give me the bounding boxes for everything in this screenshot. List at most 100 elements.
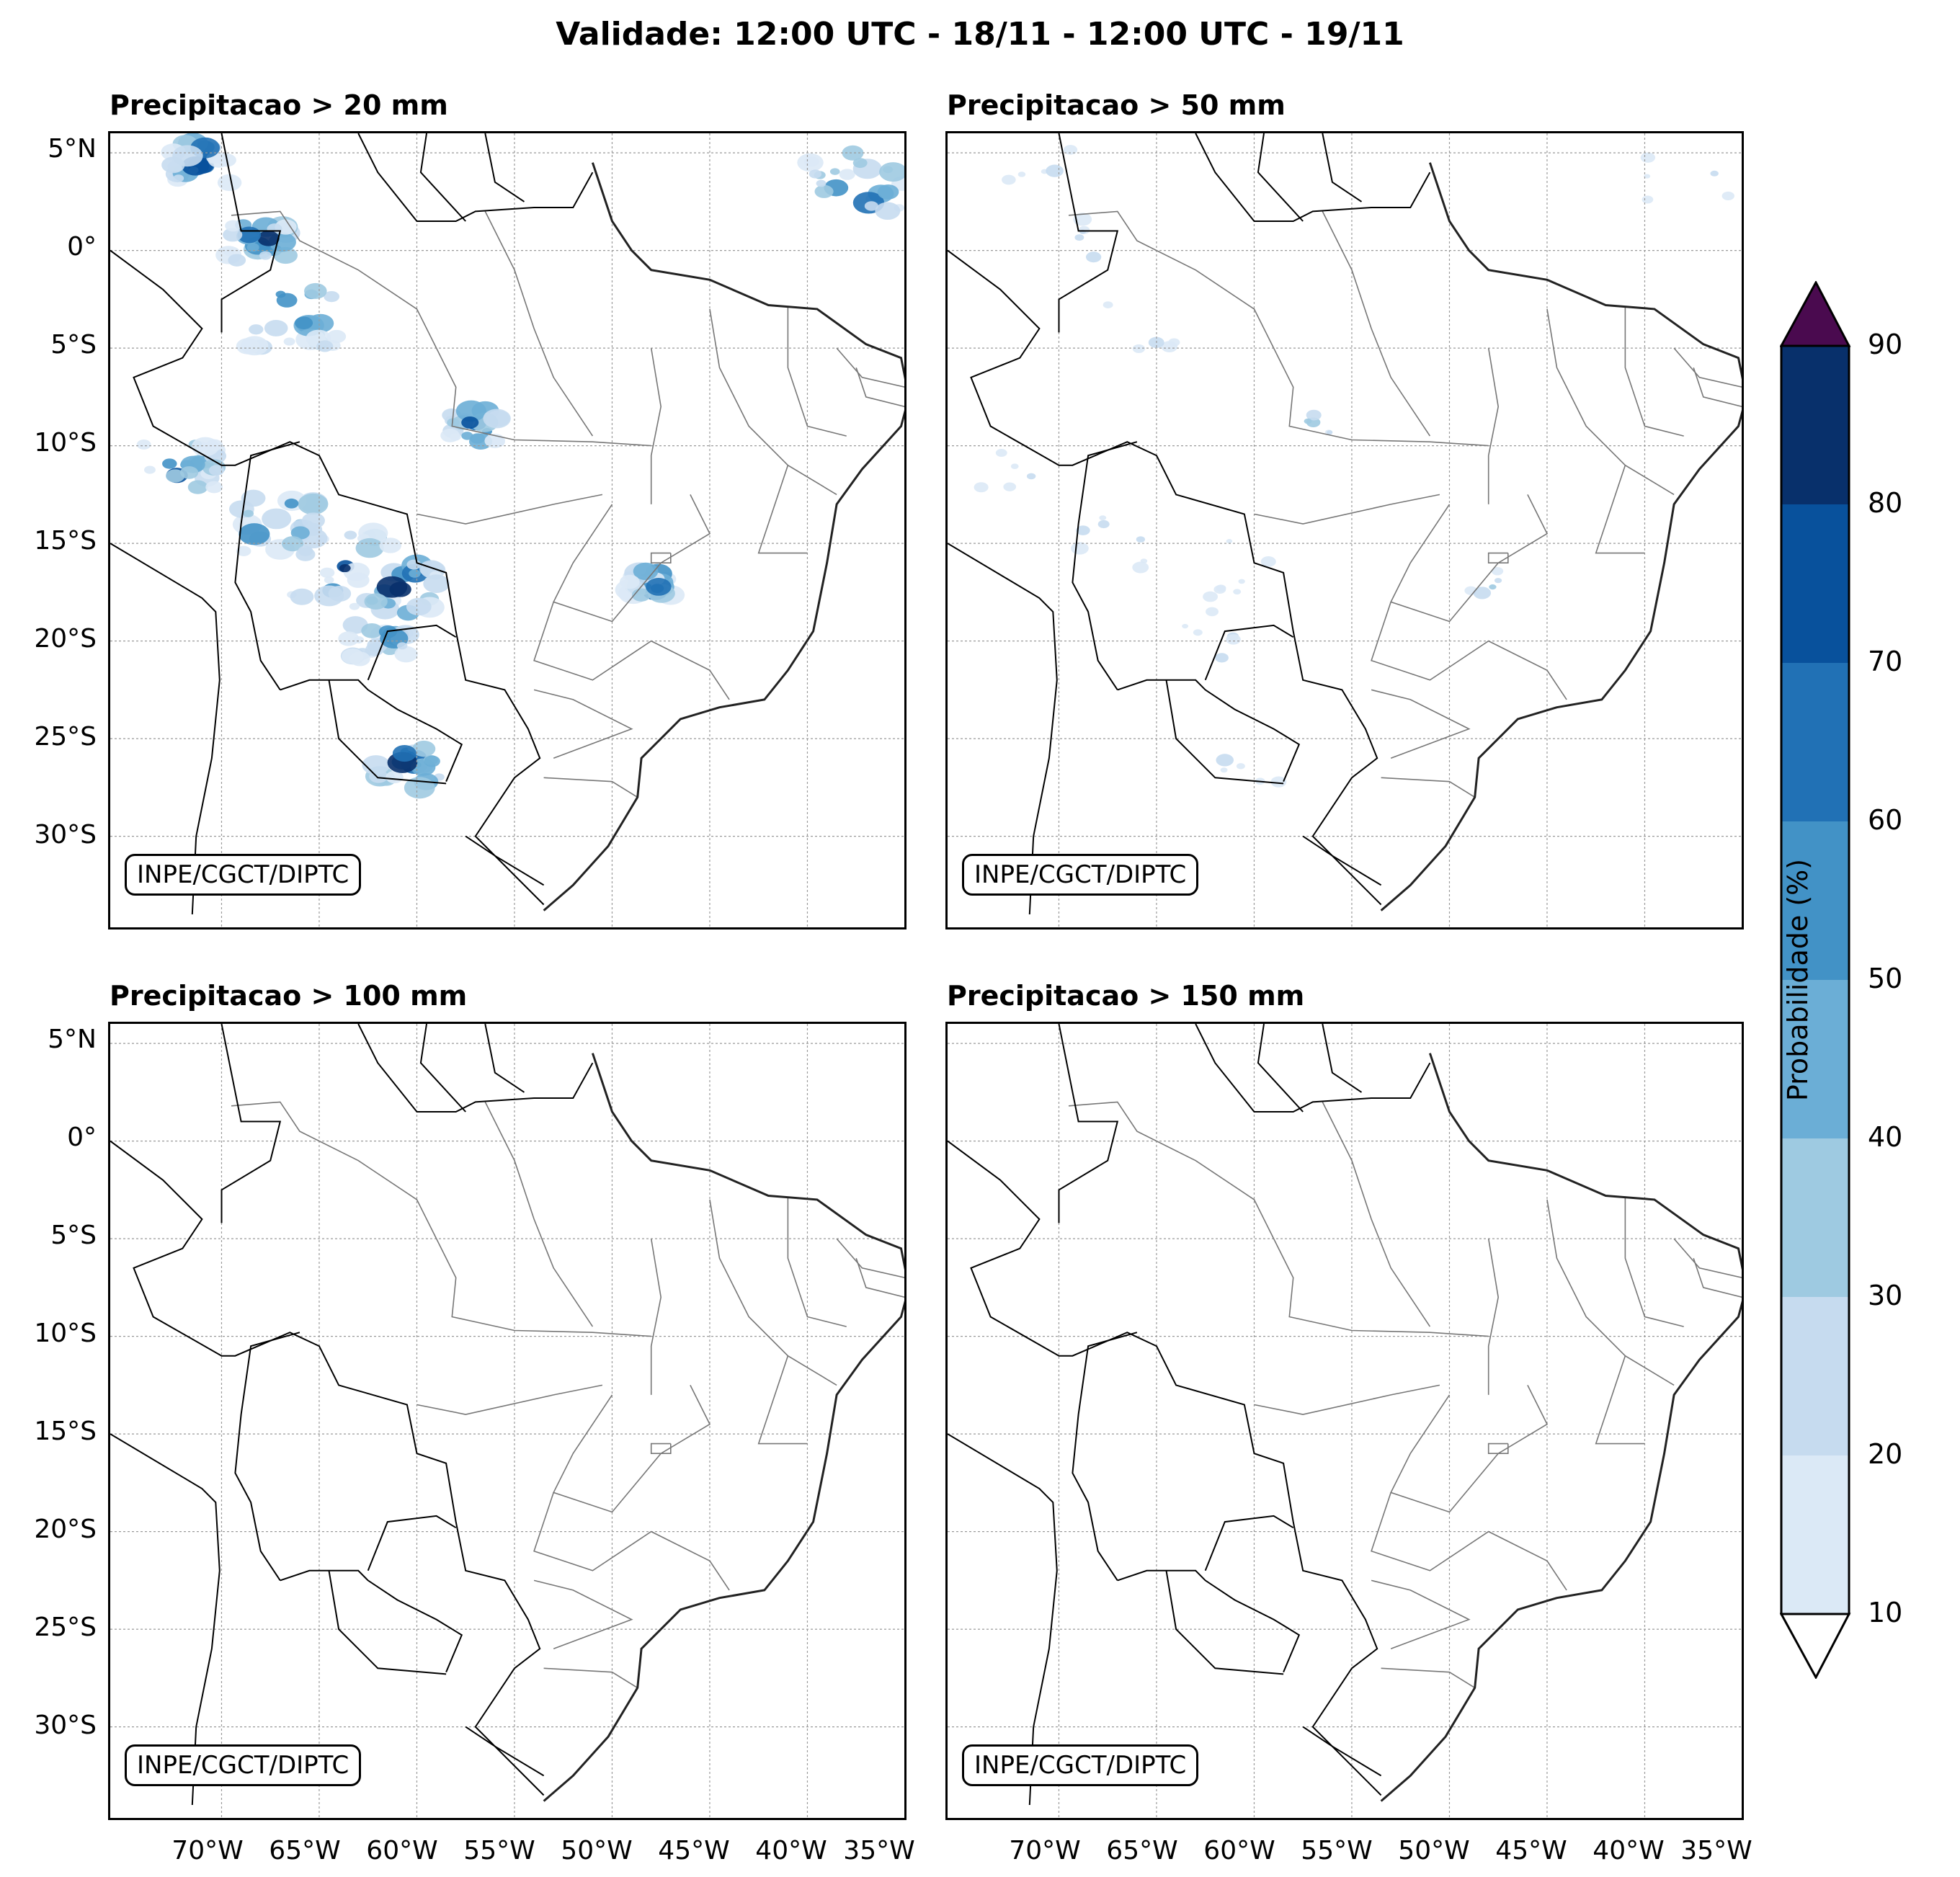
colorbar-segment (1781, 346, 1849, 504)
coastline (1380, 1053, 1742, 1802)
lat-label: 5°N (48, 1025, 97, 1054)
credit-label: INPE/CGCT/DIPTC (962, 854, 1199, 896)
precip-cell (144, 465, 156, 474)
precip-cell (344, 530, 357, 540)
colorbar (1780, 281, 1851, 1679)
map-panel-100mm: INPE/CGCT/DIPTC (108, 1022, 906, 1820)
precip-cell (1085, 251, 1102, 263)
lat-label: 10°S (34, 428, 97, 458)
map-panel-150mm: INPE/CGCT/DIPTC (945, 1022, 1744, 1820)
panel-title-20mm: Precipitacao > 20 mm (110, 89, 448, 121)
precip-cell (341, 648, 364, 664)
country-borders (110, 1024, 594, 1806)
colorbar-tick: 80 (1868, 487, 1903, 519)
precip-cell (852, 158, 868, 169)
colorbar-tick: 30 (1868, 1280, 1903, 1311)
lat-label: 0° (67, 1123, 97, 1152)
precip-cell (797, 153, 824, 172)
precip-cell (447, 418, 460, 427)
precip-cell (877, 184, 899, 200)
colorbar-segment (1781, 821, 1849, 980)
precipitation-shading (974, 145, 1734, 788)
colorbar-tick: 70 (1868, 646, 1903, 677)
precip-cell (259, 251, 272, 260)
country-borders (948, 1024, 1431, 1806)
lon-label: 70°W (172, 1836, 244, 1865)
state-borders (231, 210, 904, 798)
coastline (543, 1053, 904, 1802)
precip-cell (1236, 763, 1245, 770)
precip-cell (205, 481, 223, 494)
figure-title: Validade: 12:00 UTC - 18/11 - 12:00 UTC … (556, 16, 1404, 53)
precip-cell (450, 433, 461, 441)
colorbar-label: Probabilidade (%) (1782, 858, 1814, 1102)
precip-cell (246, 243, 259, 252)
lon-label: 40°W (1592, 1836, 1665, 1865)
precip-cell (166, 469, 185, 483)
colorbar-extend-under (1780, 1613, 1851, 1679)
precip-cell (1644, 174, 1651, 179)
precip-cell (162, 458, 177, 469)
precip-cell (1327, 430, 1333, 434)
colorbar-segment (1781, 1138, 1849, 1297)
precip-cell (1102, 301, 1113, 308)
precip-cell (1136, 536, 1146, 543)
precip-cell (1206, 607, 1219, 617)
precip-cell (217, 174, 242, 192)
precip-cell (179, 466, 199, 479)
precip-cell (1193, 629, 1203, 636)
precip-cell (314, 585, 344, 607)
panel-title-150mm: Precipitacao > 150 mm (947, 980, 1305, 1012)
colorbar-tick: 50 (1868, 963, 1903, 994)
precip-cell (339, 564, 351, 573)
colorbar-tick: 20 (1868, 1438, 1903, 1470)
precip-cell (1306, 409, 1322, 421)
precip-cell (461, 416, 479, 429)
precip-cell (470, 433, 485, 444)
precip-cell (842, 145, 864, 161)
colorbar-segment (1781, 980, 1849, 1138)
precip-cell (1233, 589, 1242, 595)
state-borders (231, 1101, 904, 1689)
credit-label: INPE/CGCT/DIPTC (125, 854, 362, 896)
precip-cell (1494, 578, 1502, 584)
lat-label: 20°S (34, 1515, 97, 1544)
precip-cell (239, 523, 270, 545)
precip-cell (1710, 170, 1719, 177)
credit-label: INPE/CGCT/DIPTC (125, 1744, 362, 1786)
colorbar-segment (1781, 1297, 1849, 1455)
precip-cell (316, 340, 334, 352)
precip-cell (1076, 525, 1090, 535)
precip-cell (484, 433, 505, 448)
precip-cell (338, 631, 360, 646)
precip-cell (455, 400, 486, 422)
precip-cell (304, 282, 327, 299)
gridlines (948, 1024, 1742, 1818)
precip-cell (406, 559, 422, 570)
precip-cell (1132, 561, 1149, 574)
precip-cell (225, 220, 241, 232)
precip-cell (290, 526, 310, 540)
lon-label: 65°W (269, 1836, 341, 1865)
precip-cell (1203, 591, 1219, 602)
colorbar-tick: 60 (1868, 804, 1903, 836)
precipitation-shading (136, 133, 904, 799)
precip-cell (353, 636, 365, 643)
precip-cell (275, 290, 286, 298)
precip-cell (298, 493, 329, 515)
precip-cell (172, 145, 203, 167)
precip-cell (284, 498, 299, 509)
precip-cell (396, 642, 408, 650)
colorbar-tick: 90 (1868, 329, 1903, 360)
state-borders (1068, 1101, 1742, 1689)
lat-label: 25°S (34, 722, 97, 752)
precip-cell (243, 509, 254, 517)
precip-cell (1074, 234, 1084, 241)
colorbar-frame (1780, 344, 1850, 1615)
precip-cell (1097, 520, 1110, 529)
precip-cell (228, 254, 246, 267)
precip-cell (829, 168, 840, 175)
precip-cell (816, 179, 827, 187)
precip-cell (646, 578, 672, 596)
precip-cell (1213, 585, 1226, 594)
